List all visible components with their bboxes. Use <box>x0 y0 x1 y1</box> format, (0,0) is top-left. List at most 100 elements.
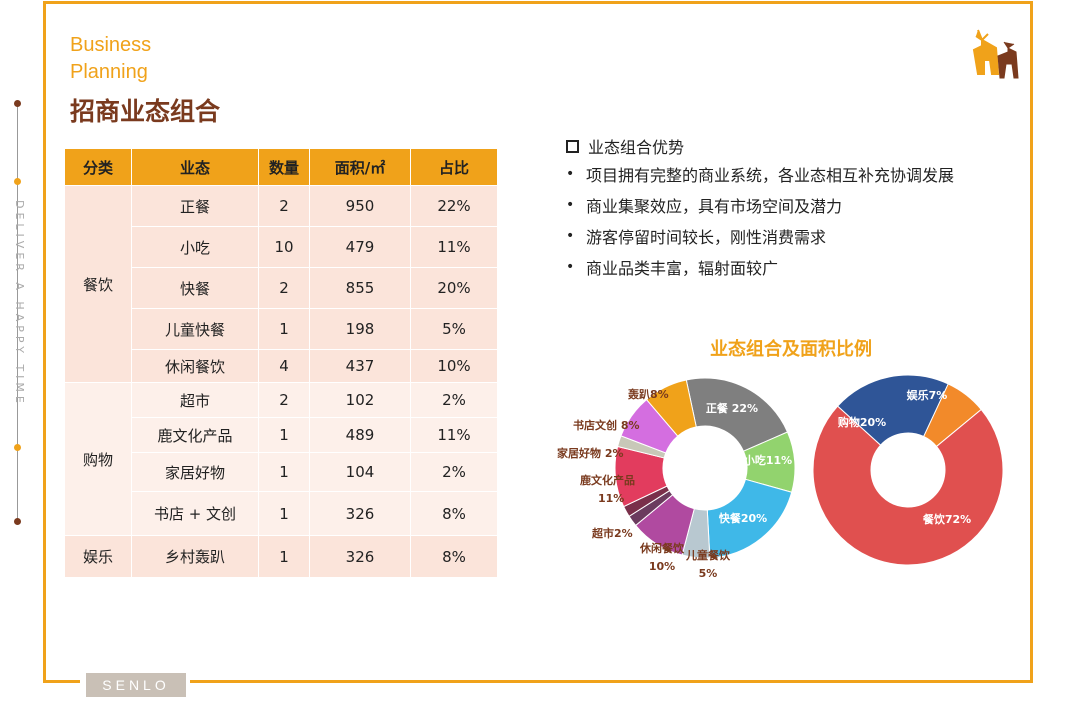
category-cell: 娱乐 <box>64 535 132 578</box>
area-cell: 326 <box>309 491 411 536</box>
side-tagline: DELIVER A HAPPY TIME <box>13 200 26 407</box>
table-row: 餐饮 正餐 2 950 22% <box>64 185 498 383</box>
count-cell: 1 <box>258 491 310 536</box>
pie-slice <box>836 374 949 446</box>
area-cell: 479 <box>309 226 411 268</box>
table-row: 家居好物 1 104 2% <box>65 452 498 492</box>
table-row: 儿童快餐 1 198 5% <box>65 308 498 350</box>
count-cell: 2 <box>258 185 310 227</box>
area-cell: 104 <box>309 452 411 492</box>
share-cell: 2% <box>410 382 498 418</box>
slice-label: 超市2% <box>591 526 633 540</box>
pie-slice <box>812 405 1004 566</box>
advantages-heading: 业态组合优势 <box>566 134 954 158</box>
side-dot <box>14 100 21 107</box>
chart-title: 业态组合及面积比例 <box>710 339 872 360</box>
header-area: 面积/㎡ <box>309 148 411 186</box>
list-item: • 商业集聚效应，具有市场空间及潜力 <box>566 189 954 220</box>
area-cell: 489 <box>309 417 411 453</box>
count-cell: 2 <box>258 267 310 309</box>
slice-label: 正餐 22% <box>706 401 758 415</box>
share-cell: 2% <box>410 452 498 492</box>
share-cell: 11% <box>410 226 498 268</box>
share-cell: 20% <box>410 267 498 309</box>
page-title: 招商业态组合 <box>70 97 221 126</box>
slice-label: 书店文创 8% <box>573 418 640 432</box>
type-cell: 家居好物 <box>131 452 259 492</box>
bullet-icon: • <box>566 227 575 244</box>
count-cell: 1 <box>258 417 310 453</box>
table-row: 小吃 10 479 11% <box>65 226 498 268</box>
advantages-heading-text: 业态组合优势 <box>588 138 685 157</box>
share-cell: 8% <box>410 491 498 536</box>
type-cell: 快餐 <box>131 267 259 309</box>
bullet-icon: • <box>566 258 575 275</box>
table-row: 娱乐 乡村轰趴 1 326 8% <box>64 535 498 578</box>
advantages-list: • 项目拥有完整的商业系统，各业态相互补充协调发展 • 商业集聚效应，具有市场空间及… <box>566 158 954 282</box>
header-count: 数量 <box>258 148 310 186</box>
category-cell: 餐饮 <box>64 185 132 383</box>
area-cell: 326 <box>309 535 411 578</box>
share-cell: 5% <box>410 308 498 350</box>
side-dot <box>14 518 21 525</box>
table-row: 鹿文化产品 1 489 11% <box>65 417 498 453</box>
share-cell: 8% <box>410 535 498 578</box>
count-cell: 10 <box>258 226 310 268</box>
side-dot <box>14 178 21 185</box>
english-title: Business Planning <box>70 32 151 86</box>
area-cell: 950 <box>309 185 411 227</box>
area-cell: 198 <box>309 308 411 350</box>
table-header-row: 分类 业态 数量 面积/㎡ 占比 <box>64 148 498 186</box>
share-cell: 22% <box>410 185 498 227</box>
count-cell: 1 <box>258 308 310 350</box>
count-cell: 4 <box>258 349 310 383</box>
type-cell: 小吃 <box>131 226 259 268</box>
slice-label: 休闲餐饮 10% <box>639 541 685 573</box>
table-row: 书店 + 文创 1 326 8% <box>65 491 498 536</box>
slice-label: 餐饮72% <box>922 512 971 526</box>
area-cell: 855 <box>309 267 411 309</box>
header-type: 业态 <box>131 148 259 186</box>
advantage-text: 商业品类丰富，辐射面较广 <box>586 258 779 278</box>
checkbox-square-icon <box>566 139 579 153</box>
page-frame <box>43 1 1033 683</box>
bullet-icon: • <box>566 196 575 213</box>
english-title-line1: Business <box>70 34 152 56</box>
area-cell: 102 <box>309 382 411 418</box>
bullet-icon: • <box>566 165 575 182</box>
business-table: 分类 业态 数量 面积/㎡ 占比 餐饮 正餐 2 950 22% 小吃 10 4… <box>64 148 498 578</box>
area-cell: 437 <box>309 349 411 383</box>
count-cell: 1 <box>258 452 310 492</box>
list-item: • 游客停留时间较长，刚性消费需求 <box>566 220 954 251</box>
advantage-text: 项目拥有完整的商业系统，各业态相互补充协调发展 <box>586 165 955 185</box>
category-cell: 购物 <box>64 382 132 536</box>
table-row: 快餐 2 855 20% <box>65 267 498 309</box>
count-cell: 1 <box>258 535 310 578</box>
type-cell: 乡村轰趴 <box>131 535 259 578</box>
pie-slice <box>706 478 793 559</box>
side-dot <box>14 444 21 451</box>
share-cell: 11% <box>410 417 498 453</box>
donut-charts: 正餐 22% 小吃11% 快餐20% 儿童餐饮 5%休闲餐饮 10% 超市2% 鹿文化产品 11… <box>557 374 1004 580</box>
type-cell: 书店 + 文创 <box>131 491 259 536</box>
slice-label: 小吃11% <box>743 453 792 467</box>
side-line <box>17 104 18 524</box>
slice-label: 鹿文化产品 11% <box>580 473 635 505</box>
slice-label: 娱乐7% <box>907 388 948 402</box>
list-item: • 项目拥有完整的商业系统，各业态相互补充协调发展 <box>566 158 954 189</box>
advantage-text: 游客停留时间较长，刚性消费需求 <box>586 227 827 247</box>
type-cell: 超市 <box>131 382 259 418</box>
header-share: 占比 <box>410 148 498 186</box>
type-cell: 鹿文化产品 <box>131 417 259 453</box>
slice-label: 家居好物 2% <box>557 446 624 460</box>
advantage-text: 商业集聚效应，具有市场空间及潜力 <box>586 196 843 216</box>
slice-label: 购物20% <box>838 415 886 429</box>
type-cell: 正餐 <box>131 185 259 227</box>
advantages-panel: 业态组合优势 • 项目拥有完整的商业系统，各业态相互补充协调发展 • 商业集聚效应，… <box>566 134 954 282</box>
slice-label: 轰趴8% <box>627 387 669 401</box>
footer-brand: SENLO <box>86 673 186 697</box>
table-row: 购物 超市 2 102 2% <box>64 382 498 536</box>
share-cell: 10% <box>410 349 498 383</box>
pie-slice <box>645 379 697 437</box>
pie-slice <box>685 377 789 452</box>
